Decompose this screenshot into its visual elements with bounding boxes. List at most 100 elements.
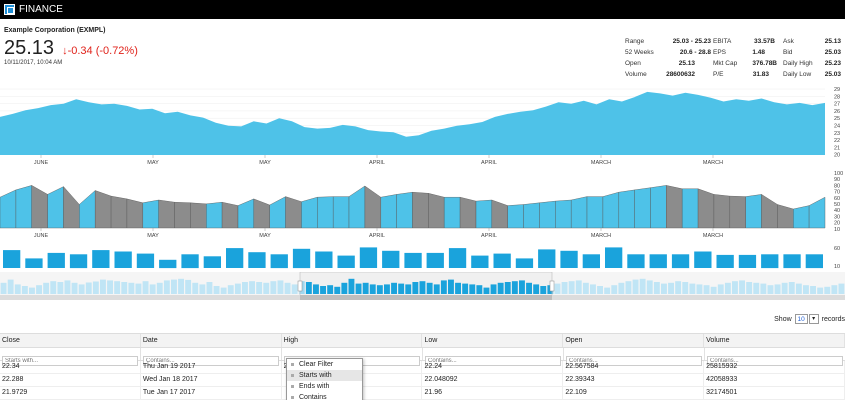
y-tick-label: 10 [834,264,840,270]
menu-item-starts-with[interactable]: Starts with [287,370,362,381]
stat-value: 25.03 [824,71,841,78]
indicator-segment [158,199,175,229]
navigator-bar [689,283,696,294]
indicator-segment [618,189,635,229]
page-size-input[interactable]: 10 [794,314,808,324]
cell-close: 22.34 [0,361,141,373]
y-tick-label: 100 [834,171,843,177]
indicator-segment [475,199,492,229]
navigator-bar [362,282,369,294]
indicator-segment [206,201,223,229]
indicator-segment [507,204,524,229]
indicator-segment [745,194,762,229]
column-header-close[interactable]: Close [0,334,141,347]
y-tick-label: 10 [834,227,840,233]
menu-item-clear-filter[interactable]: Clear Filter [287,359,362,370]
navigator-bar [597,286,603,294]
indicator-segment [47,186,64,229]
navigator-bar [575,280,582,294]
navigator-bar [171,279,177,294]
navigator-bar [724,282,731,294]
y-tick-label: 70 [834,190,840,196]
navigator-bar [582,282,589,294]
filter-input-open[interactable] [566,356,702,366]
column-header-open[interactable]: Open [563,334,705,347]
navigator-bar [412,282,419,294]
menu-item-ends-with[interactable]: Ends with [287,381,362,392]
volume-bar [515,258,534,268]
x-tick-label: APRIL [481,160,497,166]
navigator-bar [50,281,57,294]
indicator-segment [539,200,556,229]
indicator-segment [0,189,17,229]
navigator-bar [334,286,341,294]
stat-label: Ask [783,38,794,45]
navigator-bar [753,282,760,294]
table-row[interactable]: 22.288 Wed Jan 18 2017 22.048092 22.3934… [0,374,845,387]
navigator-bar [795,283,802,294]
navigator-bar [206,282,213,294]
y-tick-label: 21 [834,145,840,151]
navigator-bar [128,282,135,294]
y-tick-label: 90 [834,177,840,183]
cell-volume: 42058933 [704,374,845,386]
column-header-volume[interactable]: Volume [704,334,845,347]
navigator-bar [355,283,362,294]
volume-bar [471,255,489,268]
navigator-handle-left [297,280,303,292]
table-row[interactable]: 21.9729 Tue Jan 17 2017 21.96 22.109 321… [0,387,845,400]
navigator-bar [213,286,220,294]
column-header-high[interactable]: High [282,334,423,347]
filter-input-close[interactable] [2,356,138,366]
navigator-bar [36,285,42,294]
navigator-bar [646,280,653,294]
navigator-bar [149,284,156,294]
range-navigator[interactable] [0,272,845,300]
navigator-bar [803,285,809,294]
indicator-segment [777,204,794,229]
indicator-segment [412,191,429,229]
volume-bar [226,248,244,268]
indicator-segment [15,185,32,229]
navigator-bar [85,282,92,294]
indicator-segment [729,195,746,229]
indicator-segment [110,195,128,229]
filter-input-volume[interactable] [707,356,843,366]
navigator-bar [263,282,270,294]
navigator-bar [732,281,738,294]
indicator-segment [808,196,826,229]
navigator-bar [774,284,781,294]
menu-item-contains[interactable]: Contains [287,392,362,400]
y-tick-label: 20 [834,153,840,159]
navigator-bar [519,280,525,294]
x-tick-label: JUNE [34,233,49,239]
column-header-low[interactable]: Low [422,334,564,347]
y-tick-label: 24 [834,124,840,130]
company-name: Example Corporation (EXMPL) [4,27,106,34]
column-header-date[interactable]: Date [141,334,282,347]
price-change-value: -0.34 (-0.72%) [67,45,138,57]
indicator-segment [285,196,302,229]
stat-label: EPS [713,49,727,56]
chevron-down-icon[interactable]: ▾ [808,314,819,324]
stat-label: Bid [783,49,793,56]
stats-column-1: Range 25.03 - 25.23 52 Weeks 20.6 - 28.8 O… [625,36,711,80]
filter-input-date[interactable] [143,356,279,366]
volume-bar [270,254,288,269]
stat-label: Open [625,60,641,67]
navigator-bar [71,282,78,294]
navigator-bar [419,281,426,294]
navigator-bar [433,284,440,294]
volume-bar [203,256,221,268]
volume-bar-chart[interactable]: 60 10 [0,242,845,270]
grid-header: Close Date High Low Open Volume [0,333,845,348]
volume-bar [92,250,110,268]
navigator-bar [369,284,376,294]
filter-input-low[interactable] [425,356,561,366]
navigator-bar [675,281,682,294]
table-row[interactable]: 22.34 Thu Jan 19 2017 22.24 22.24 22.567… [0,361,845,374]
volume-bar [448,248,467,268]
navigator-bar [590,284,596,294]
